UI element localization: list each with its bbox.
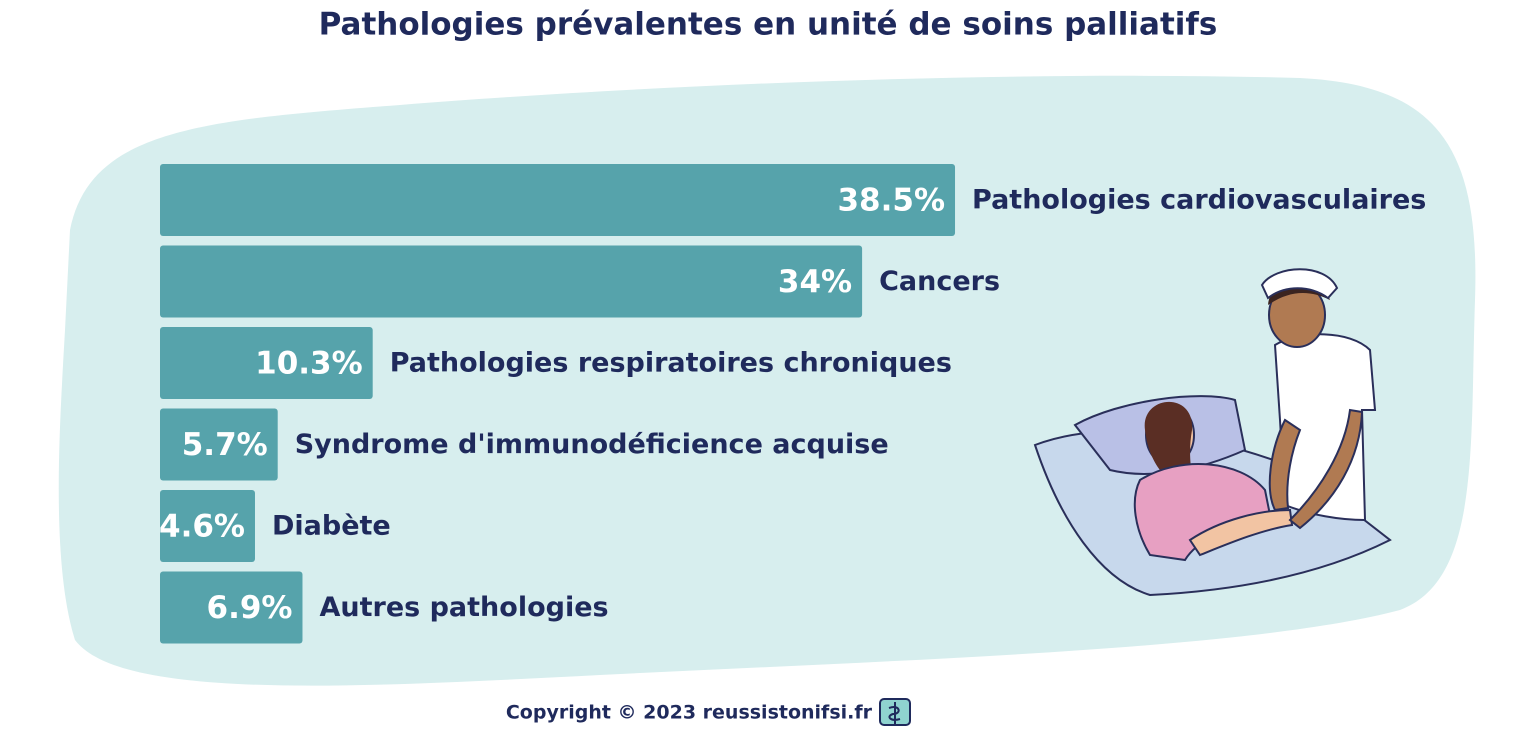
chart-title: Pathologies prévalentes en unité de soin… <box>319 7 1218 43</box>
category-label: Pathologies cardiovasculaires <box>972 185 1426 216</box>
category-label: Pathologies respiratoires chroniques <box>390 348 952 379</box>
category-label: Diabète <box>272 511 391 542</box>
value-label: 38.5% <box>837 183 945 219</box>
category-label: Cancers <box>879 266 1000 297</box>
value-label: 4.6% <box>159 509 245 545</box>
bar <box>160 245 863 318</box>
bar <box>160 164 956 236</box>
value-label: 5.7% <box>182 427 268 463</box>
category-label: Autres pathologies <box>319 592 608 623</box>
bar <box>160 571 303 644</box>
bar <box>160 490 255 562</box>
value-label: 6.9% <box>207 590 293 626</box>
bar <box>160 327 373 399</box>
footer-text: Copyright © 2023 reussistonifsi.fr <box>506 702 873 724</box>
footer-icon <box>879 698 911 726</box>
bar <box>160 408 278 481</box>
value-label: 34% <box>778 264 852 300</box>
category-label: Syndrome d'immunodéficience acquise <box>295 429 889 460</box>
value-label: 10.3% <box>255 346 363 382</box>
illustration <box>1033 268 1392 597</box>
